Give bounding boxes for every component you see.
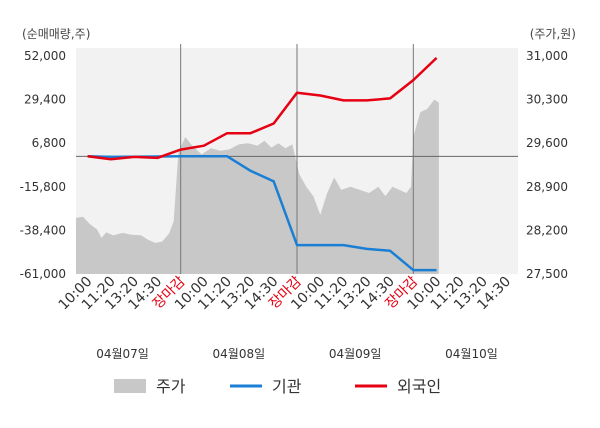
date-label: 04월07일 bbox=[96, 347, 149, 361]
right-tick-label: 27,500 bbox=[526, 267, 568, 281]
price-area-layer bbox=[76, 99, 439, 274]
series-layer bbox=[87, 56, 438, 272]
date-labels: 04월07일 04월08일 04월09일 04월10일 bbox=[96, 347, 498, 361]
right-tick-label: 31,000 bbox=[526, 49, 568, 63]
left-axis-unit: (순매매량,주) bbox=[22, 27, 90, 41]
right-axis-ticks: 31,000 30,300 29,600 28,900 28,200 27,500 bbox=[526, 49, 568, 281]
left-axis-ticks: 52,000 29,400 6,800 -15,800 -38,400 -61,000 bbox=[20, 49, 66, 281]
series-line-foreign bbox=[87, 56, 438, 161]
date-label: 04월09일 bbox=[329, 347, 382, 361]
legend-label: 기관 bbox=[272, 377, 302, 396]
left-tick-label: 52,000 bbox=[24, 49, 66, 63]
left-tick-label: 6,800 bbox=[32, 136, 66, 150]
x-axis-ticks: 10:0011:2013:2014:30장마감10:0011:2013:2014… bbox=[56, 273, 515, 313]
right-tick-label: 30,300 bbox=[526, 93, 568, 107]
date-label: 04월08일 bbox=[213, 347, 266, 361]
legend: 주가 기관 외국인 bbox=[114, 377, 441, 396]
price-area bbox=[76, 99, 439, 274]
right-tick-label: 28,200 bbox=[526, 223, 568, 237]
left-tick-label: -61,000 bbox=[20, 267, 66, 281]
right-axis-unit: (주가,원) bbox=[530, 27, 576, 41]
legend-label: 주가 bbox=[156, 377, 186, 396]
left-tick-label: 29,400 bbox=[24, 93, 66, 107]
right-tick-label: 28,900 bbox=[526, 180, 568, 194]
legend-label: 외국인 bbox=[397, 377, 441, 396]
right-tick-label: 29,600 bbox=[526, 136, 568, 150]
date-label: 04월10일 bbox=[445, 347, 498, 361]
legend-swatch-price bbox=[114, 379, 146, 393]
left-tick-label: -15,800 bbox=[20, 180, 66, 194]
left-tick-label: -38,400 bbox=[20, 223, 66, 237]
